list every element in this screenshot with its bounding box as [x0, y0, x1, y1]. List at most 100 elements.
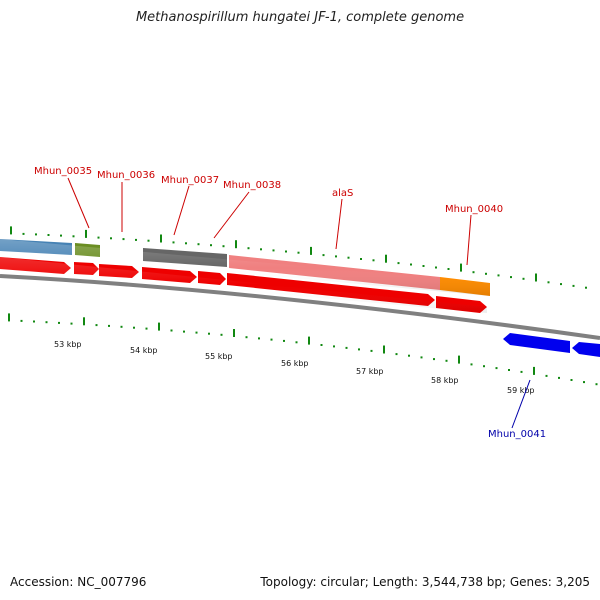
minor-tick: [347, 256, 350, 259]
minor-tick: [420, 356, 423, 359]
gene-labels: Mhun_0035 Mhun_0036 Mhun_0037 Mhun_0038 …: [34, 166, 546, 440]
major-tick: [383, 345, 385, 354]
minor-tick: [145, 327, 148, 330]
gene-label-mhun-0038[interactable]: Mhun_0038: [223, 180, 281, 191]
lower-tick-track: [8, 313, 598, 386]
minor-tick: [372, 259, 375, 262]
minor-tick: [220, 333, 223, 336]
upper-tick-track: [10, 226, 587, 289]
minor-tick: [333, 345, 335, 348]
minor-tick: [370, 349, 373, 352]
major-tick: [85, 229, 87, 238]
minor-tick: [435, 266, 437, 269]
minor-tick: [95, 324, 98, 327]
minor-tick: [210, 244, 212, 247]
minor-tick: [108, 324, 110, 327]
minor-tick: [345, 346, 348, 349]
minor-tick: [133, 326, 135, 329]
major-tick: [308, 336, 310, 345]
minor-tick: [483, 365, 485, 368]
accession-text: Accession: NC_007796: [10, 575, 147, 589]
gene-label-mhun-0041[interactable]: Mhun_0041: [488, 429, 546, 440]
minor-tick: [283, 339, 285, 342]
minor-tick: [497, 274, 500, 277]
forward-row-shading: [0, 257, 487, 313]
major-tick: [235, 240, 237, 249]
minor-tick: [447, 268, 450, 270]
minor-tick: [547, 281, 550, 284]
minor-tick: [510, 276, 512, 279]
major-tick: [533, 366, 535, 375]
minor-tick: [47, 234, 50, 236]
minor-tick: [595, 383, 598, 386]
minor-tick: [222, 245, 225, 248]
gene-label-mhun-0035[interactable]: Mhun_0035: [34, 166, 92, 177]
minor-tick: [185, 242, 187, 245]
gene-label-mhun-0036[interactable]: Mhun_0036: [97, 170, 155, 181]
major-tick: [385, 254, 387, 263]
gene-label-mhun-0040[interactable]: Mhun_0040: [445, 204, 503, 215]
minor-tick: [270, 338, 273, 341]
cds-arrow-reverse-2[interactable]: [572, 342, 600, 357]
major-tick: [233, 329, 235, 337]
minor-tick: [197, 243, 200, 246]
minor-tick: [570, 379, 573, 381]
minor-tick: [110, 237, 112, 240]
minor-tick: [285, 250, 287, 253]
gene-label-mhun-0037[interactable]: Mhun_0037: [161, 175, 219, 186]
kbp-label: 54 kbp: [130, 346, 158, 355]
minor-tick: [408, 354, 410, 357]
major-tick: [310, 246, 312, 255]
leader-mhun-0035: [67, 177, 90, 229]
minor-tick: [208, 332, 210, 335]
minor-tick: [147, 239, 150, 242]
minor-tick: [58, 321, 60, 324]
minor-tick: [22, 232, 25, 235]
minor-tick: [585, 286, 587, 289]
minor-tick: [558, 376, 560, 379]
major-tick: [535, 273, 537, 282]
minor-tick: [445, 359, 448, 362]
minor-tick: [360, 258, 362, 260]
major-tick: [83, 317, 85, 326]
minor-tick: [245, 336, 248, 339]
minor-tick: [183, 330, 185, 333]
minor-tick: [470, 363, 473, 366]
minor-tick: [583, 381, 585, 384]
minor-tick: [485, 272, 487, 275]
minor-tick: [358, 348, 360, 351]
kbp-label: 59 kbp: [507, 386, 535, 395]
minor-tick: [433, 358, 435, 361]
minor-tick: [247, 247, 250, 250]
kbp-label: 55 kbp: [205, 352, 233, 361]
minor-tick: [97, 236, 100, 239]
gene-label-alas[interactable]: alaS: [332, 188, 353, 199]
leader-mhun-0038: [213, 191, 250, 239]
major-tick: [10, 226, 12, 235]
minor-tick: [135, 238, 137, 241]
minor-tick: [508, 369, 510, 371]
major-tick: [158, 322, 160, 331]
minor-tick: [70, 322, 73, 325]
minor-tick: [572, 284, 575, 287]
minor-tick: [260, 248, 262, 251]
minor-tick: [395, 353, 398, 356]
major-tick: [160, 234, 162, 243]
minor-tick: [422, 265, 425, 267]
minor-tick: [545, 374, 548, 377]
major-tick: [8, 313, 10, 322]
cds-arrow-mhun-0041[interactable]: [503, 333, 570, 353]
minor-tick: [297, 251, 300, 254]
map-title: Methanospirillum hungatei JF-1, complete…: [135, 10, 465, 25]
minor-tick: [60, 234, 62, 237]
minor-tick: [72, 235, 75, 238]
label-leaders: [67, 177, 531, 429]
minor-tick: [472, 271, 475, 274]
minor-tick: [560, 283, 562, 286]
minor-tick: [120, 325, 123, 328]
minor-tick: [172, 241, 175, 244]
minor-tick: [35, 233, 37, 236]
minor-tick: [272, 249, 275, 252]
feature-row-shading: [0, 239, 490, 296]
minor-tick: [397, 262, 400, 265]
